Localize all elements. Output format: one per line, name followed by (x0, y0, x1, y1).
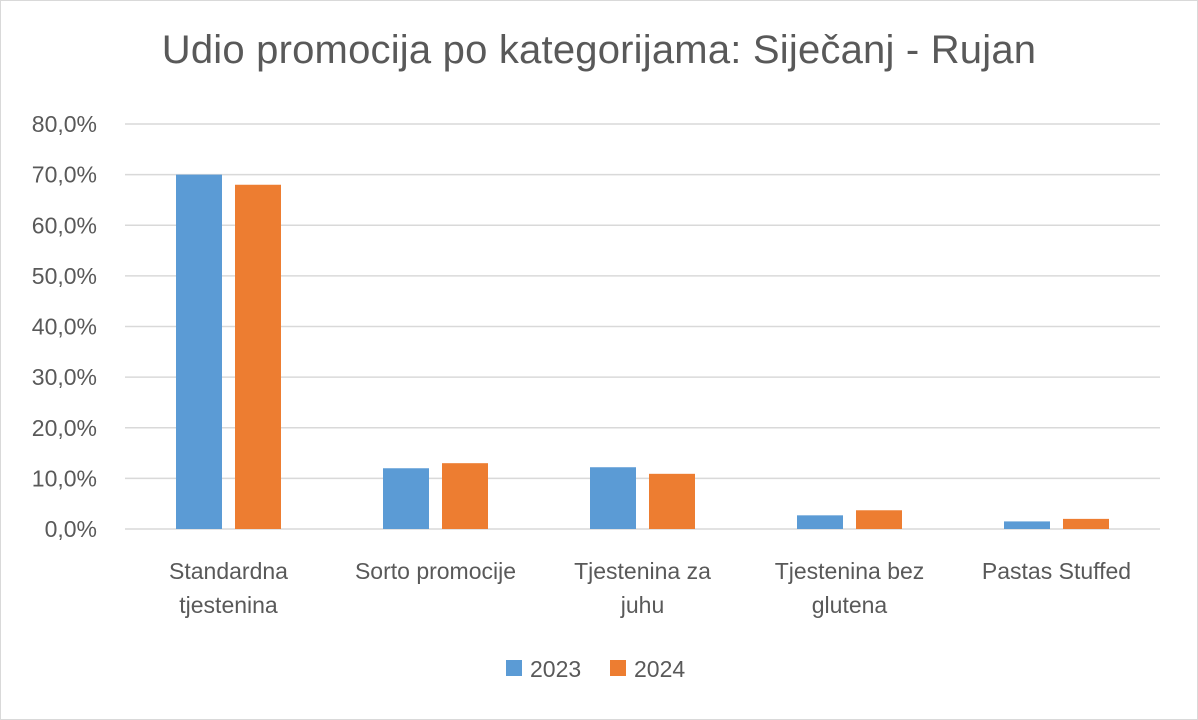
x-category-label: Standardna tjestenina (169, 558, 288, 618)
x-category-label-line: Tjestenina za (574, 558, 711, 584)
legend-swatch-2024 (610, 660, 626, 676)
bar-2023 (176, 174, 222, 529)
bar-2024 (1063, 518, 1109, 529)
bar-2023 (797, 515, 843, 529)
bar-2023 (1004, 521, 1050, 529)
bar-2023 (383, 468, 429, 529)
x-category-label: Pastas Stuffed (982, 558, 1131, 584)
legend-label: 2024 (634, 656, 685, 682)
x-category-label-line: Sorto promocije (355, 558, 516, 584)
x-category-label-line: tjestenina (179, 592, 278, 618)
x-category-label-line: juhu (620, 592, 664, 618)
y-tick-label: 70,0% (32, 162, 97, 188)
bar-2024 (442, 463, 488, 529)
x-category-label-line: Standardna (169, 558, 288, 584)
y-tick-label: 10,0% (32, 465, 97, 491)
bar-2023 (590, 467, 636, 529)
x-category-label-line: glutena (812, 592, 888, 618)
bar-2024 (856, 510, 902, 529)
y-tick-label: 40,0% (32, 314, 97, 340)
x-category-label-line: Pastas Stuffed (982, 558, 1131, 584)
x-category-label-line: Tjestenina bez (775, 558, 925, 584)
x-category-label: Tjestenina za juhu (574, 558, 711, 618)
y-tick-label: 60,0% (32, 212, 97, 238)
y-tick-label: 50,0% (32, 263, 97, 289)
x-category-label: Sorto promocije (355, 558, 516, 584)
bar-2024 (235, 184, 281, 529)
legend-label: 2023 (530, 656, 581, 682)
y-tick-label: 30,0% (32, 364, 97, 390)
y-tick-label: 20,0% (32, 415, 97, 441)
legend-swatch-2023 (506, 660, 522, 676)
x-category-label: Tjestenina bez glutena (775, 558, 925, 618)
bar-2024 (649, 473, 695, 529)
chart-title: Udio promocija po kategorijama: Siječanj… (161, 28, 1037, 72)
y-tick-label: 0,0% (45, 516, 97, 542)
y-tick-label: 80,0% (32, 111, 97, 137)
